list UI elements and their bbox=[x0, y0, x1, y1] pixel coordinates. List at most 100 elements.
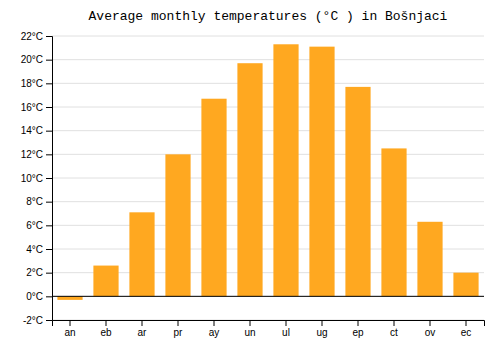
bar bbox=[417, 222, 442, 297]
tick: 18°C bbox=[21, 78, 52, 89]
tick-label: 2°C bbox=[26, 267, 43, 278]
tick-mark bbox=[178, 320, 179, 326]
tick: ar bbox=[138, 320, 148, 338]
bar bbox=[381, 148, 406, 296]
tick: 20°C bbox=[21, 54, 52, 65]
bar bbox=[129, 212, 154, 296]
bar bbox=[201, 99, 226, 297]
tick: 12°C bbox=[21, 149, 52, 160]
tick: un bbox=[244, 320, 255, 338]
tick-label: pr bbox=[174, 327, 184, 338]
grid-line bbox=[52, 59, 484, 60]
tick-label: an bbox=[64, 327, 75, 338]
tick-mark bbox=[466, 320, 467, 326]
tick-label: 18°C bbox=[21, 78, 43, 89]
tick-mark bbox=[322, 320, 323, 326]
axis-line bbox=[53, 321, 485, 327]
bar bbox=[453, 273, 478, 297]
grid-line bbox=[52, 36, 484, 37]
tick-label: 6°C bbox=[26, 220, 43, 231]
chart: -2°C 0°C 2°C 4°C 6°C 8°C 10°C 12°C 14°C 16°C 18°C 2… bbox=[0, 0, 500, 350]
tick: 4°C bbox=[26, 244, 52, 255]
tick-mark bbox=[430, 320, 431, 326]
tick-label: 4°C bbox=[26, 244, 43, 255]
tick-label: ay bbox=[209, 327, 220, 338]
tick-label: 0°C bbox=[26, 291, 43, 302]
tick: 14°C bbox=[21, 125, 52, 136]
bar bbox=[273, 44, 298, 296]
tick-mark bbox=[106, 320, 107, 326]
tick-mark bbox=[286, 320, 287, 326]
tick: eb bbox=[100, 320, 112, 338]
bar bbox=[237, 63, 262, 296]
tick: -2°C bbox=[23, 315, 52, 326]
tick-label: ov bbox=[425, 327, 436, 338]
tick-label: 22°C bbox=[21, 31, 43, 42]
tick-mark bbox=[70, 320, 71, 326]
bars bbox=[57, 44, 478, 300]
y-axis: -2°C 0°C 2°C 4°C 6°C 8°C 10°C 12°C 14°C 16°C 18°C 2… bbox=[21, 31, 53, 326]
tick-mark bbox=[46, 36, 52, 37]
tick: ov bbox=[425, 320, 436, 338]
tick: 6°C bbox=[26, 220, 52, 231]
tick-mark bbox=[46, 107, 52, 108]
tick-mark bbox=[46, 202, 52, 203]
tick: ct bbox=[390, 320, 398, 338]
tick-label: ct bbox=[390, 327, 398, 338]
tick: ug bbox=[316, 320, 327, 338]
bar bbox=[309, 47, 334, 297]
tick-label: ar bbox=[138, 327, 148, 338]
tick: ay bbox=[209, 320, 220, 338]
bar bbox=[93, 266, 118, 297]
tick-mark bbox=[250, 320, 251, 326]
tick: 0°C bbox=[26, 291, 52, 302]
tick-label: un bbox=[244, 327, 255, 338]
tick-label: ep bbox=[352, 327, 364, 338]
grid-line bbox=[52, 178, 484, 179]
tick-label: -2°C bbox=[23, 315, 43, 326]
tick-mark bbox=[46, 273, 52, 274]
tick-label: ec bbox=[461, 327, 472, 338]
axis-line bbox=[46, 37, 53, 321]
tick-mark bbox=[358, 320, 359, 326]
tick-label: eb bbox=[100, 327, 112, 338]
tick-mark bbox=[214, 320, 215, 326]
tick-mark bbox=[46, 249, 52, 250]
tick: 16°C bbox=[21, 102, 52, 113]
tick-label: 14°C bbox=[21, 125, 43, 136]
grid-line bbox=[52, 107, 484, 108]
bar bbox=[57, 296, 82, 300]
tick-mark bbox=[46, 131, 52, 132]
grid-line bbox=[52, 201, 484, 202]
tick-mark bbox=[46, 154, 52, 155]
tick-label: ug bbox=[316, 327, 327, 338]
tick-label: 16°C bbox=[21, 102, 43, 113]
tick-mark bbox=[46, 225, 52, 226]
plot: -2°C 0°C 2°C 4°C 6°C 8°C 10°C 12°C 14°C 16°C 18°C 2… bbox=[21, 31, 485, 338]
tick: 2°C bbox=[26, 267, 52, 278]
tick: an bbox=[64, 320, 75, 338]
x-axis: an eb ar pr ay un ul ug ep ct ov ec bbox=[53, 320, 485, 338]
tick-mark bbox=[142, 320, 143, 326]
tick-mark bbox=[46, 178, 52, 179]
tick: 22°C bbox=[21, 31, 52, 42]
zero-line bbox=[52, 296, 484, 297]
tick-mark bbox=[46, 60, 52, 61]
tick: ec bbox=[461, 320, 472, 338]
tick-label: 12°C bbox=[21, 149, 43, 160]
tick-mark bbox=[46, 296, 52, 297]
bar bbox=[345, 87, 370, 296]
tick-label: 8°C bbox=[26, 196, 43, 207]
grid-line bbox=[52, 154, 484, 155]
tick-mark bbox=[46, 83, 52, 84]
tick: 10°C bbox=[21, 173, 52, 184]
tick: ul bbox=[282, 320, 290, 338]
tick-label: 10°C bbox=[21, 173, 43, 184]
grid bbox=[52, 36, 484, 320]
tick-mark bbox=[394, 320, 395, 326]
tick-label: 20°C bbox=[21, 54, 43, 65]
tick: ep bbox=[352, 320, 364, 338]
grid-line bbox=[52, 83, 484, 84]
tick: pr bbox=[174, 320, 184, 338]
title: Average monthly temperatures (°C ) in Bo… bbox=[89, 9, 448, 24]
